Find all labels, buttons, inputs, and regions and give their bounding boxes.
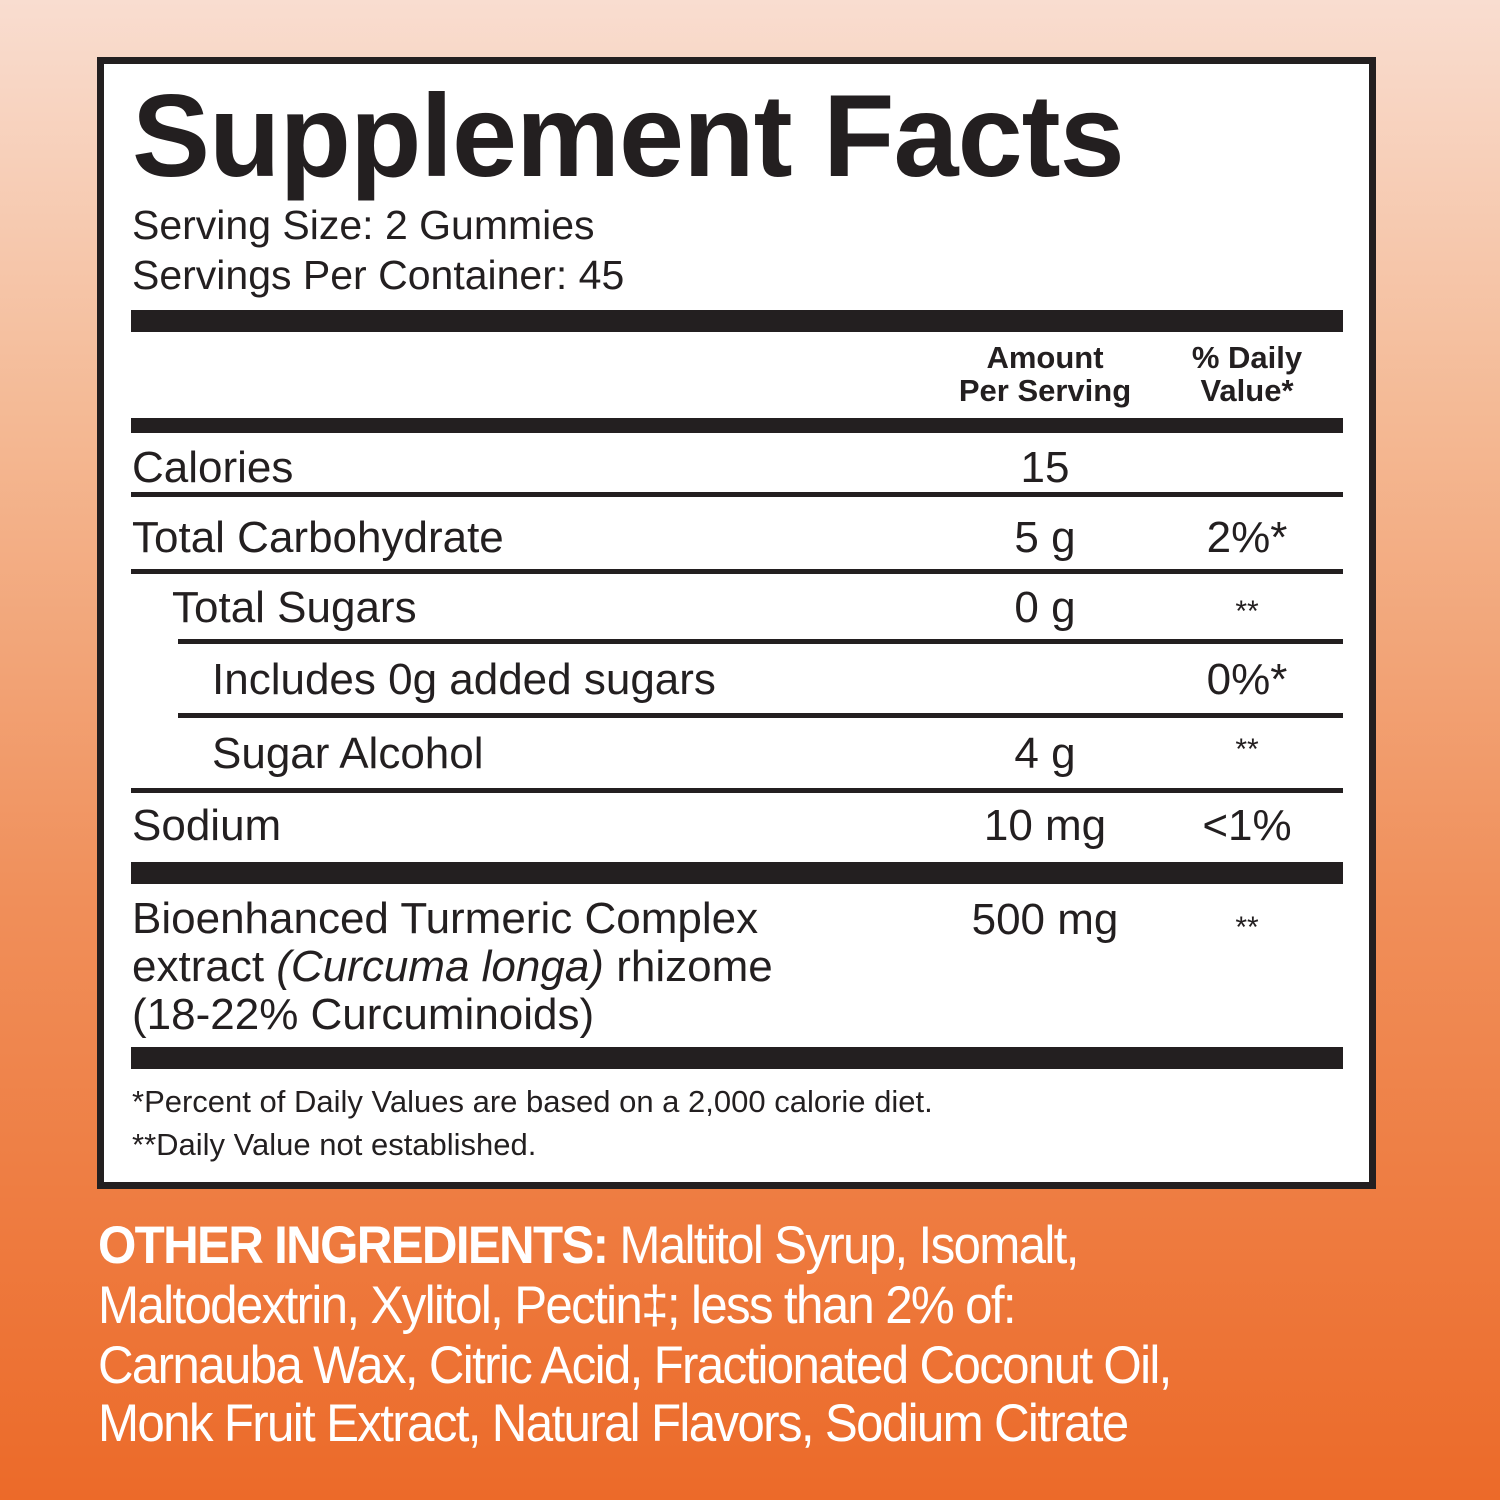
divider bbox=[178, 713, 1343, 718]
ingredient-line2: extract (Curcuma longa) rhizome bbox=[132, 943, 773, 991]
row-label: Includes 0g added sugars bbox=[212, 655, 716, 704]
supplement-facts-panel bbox=[97, 57, 1376, 1189]
row-label: Sodium bbox=[132, 801, 282, 850]
divider bbox=[131, 569, 1343, 574]
divider bbox=[131, 492, 1343, 497]
row-dv: 2%* bbox=[1206, 513, 1288, 562]
dv-header-line1: % Daily bbox=[1191, 340, 1303, 375]
other-ingredients-line: OTHER INGREDIENTS: Maltitol Syrup, Isoma… bbox=[98, 1215, 1079, 1276]
servings-per-container: Servings Per Container: 45 bbox=[132, 252, 625, 298]
amount-header-line1: Amount bbox=[986, 340, 1104, 375]
ingredient-latin-name: (Curcuma longa) bbox=[276, 942, 604, 991]
divider-thick bbox=[131, 862, 1343, 884]
footnote-not-established: **Daily Value not established. bbox=[132, 1127, 537, 1162]
ingredient-dv: ** bbox=[1235, 911, 1259, 944]
row-amount: 0 g bbox=[1014, 583, 1076, 632]
ingredient-line3: (18-22% Curcuminoids) bbox=[132, 990, 595, 1039]
row-amount: 5 g bbox=[1014, 513, 1076, 562]
row-dv: <1% bbox=[1202, 801, 1292, 850]
ingredient-name: Bioenhanced Turmeric Complex extract (Cu… bbox=[132, 895, 773, 1039]
row-amount: 4 g bbox=[1014, 729, 1076, 778]
other-ingredients-label: OTHER INGREDIENTS: bbox=[98, 1216, 609, 1275]
ingredient-amount: 500 mg bbox=[971, 895, 1119, 944]
row-label: Calories bbox=[132, 443, 294, 492]
row-dv: ** bbox=[1235, 595, 1259, 628]
other-ingredients-line: Monk Fruit Extract, Natural Flavors, Sod… bbox=[98, 1394, 1129, 1453]
footnote-daily-values: *Percent of Daily Values are based on a … bbox=[132, 1084, 933, 1119]
divider-thick bbox=[131, 418, 1343, 433]
divider bbox=[178, 639, 1343, 644]
amount-header-line2: Per Serving bbox=[958, 373, 1132, 408]
row-dv: 0%* bbox=[1206, 655, 1288, 704]
row-dv: ** bbox=[1235, 733, 1259, 766]
other-ingredients-text: Maltitol Syrup, Isomalt, bbox=[607, 1216, 1079, 1275]
amount-header: Amount Per Serving bbox=[915, 341, 1175, 407]
other-ingredients-line: Carnauba Wax, Citric Acid, Fractionated … bbox=[98, 1336, 1172, 1395]
other-ingredients-line: Maltodextrin, Xylitol, Pectin‡; less tha… bbox=[98, 1276, 1017, 1335]
dv-header-line2: Value* bbox=[1200, 373, 1294, 408]
ingredient-line1: Bioenhanced Turmeric Complex bbox=[132, 894, 759, 943]
daily-value-header: % Daily Value* bbox=[1157, 341, 1337, 407]
divider bbox=[131, 788, 1343, 793]
row-label: Total Sugars bbox=[172, 583, 417, 632]
row-label: Sugar Alcohol bbox=[212, 729, 484, 778]
row-label: Total Carbohydrate bbox=[132, 513, 504, 562]
divider-thick bbox=[131, 1047, 1343, 1069]
ingredient-extract: extract bbox=[132, 942, 277, 991]
serving-size: Serving Size: 2 Gummies bbox=[132, 202, 595, 248]
row-amount: 15 bbox=[1020, 443, 1070, 492]
divider-thick bbox=[131, 310, 1343, 332]
ingredient-part: rhizome bbox=[603, 942, 773, 991]
row-amount: 10 mg bbox=[983, 801, 1107, 850]
panel-title: Supplement Facts bbox=[132, 70, 1125, 201]
